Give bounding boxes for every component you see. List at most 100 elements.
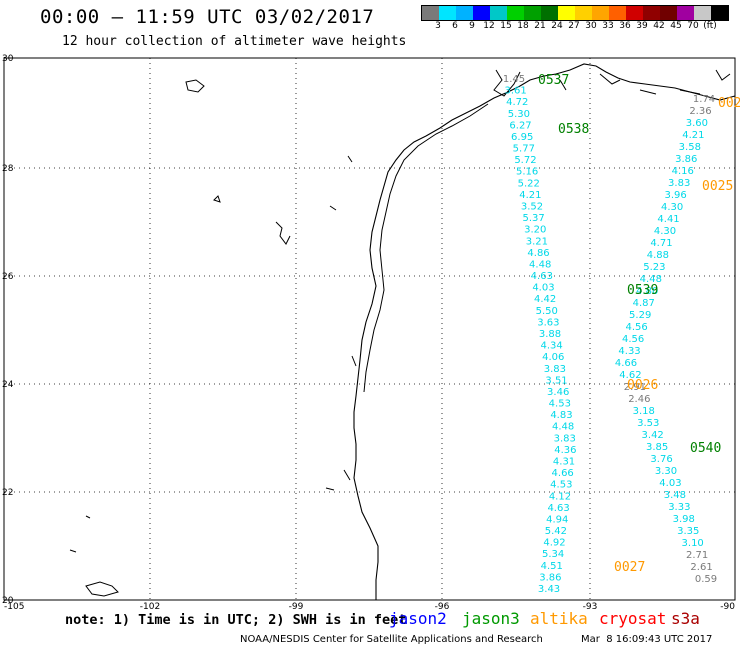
color-scale-label: (ft) (703, 21, 717, 31)
wave-height-value: 3.85 (646, 442, 668, 453)
wave-height-value: 3.35 (677, 526, 699, 537)
wave-height-value: 3.21 (526, 236, 548, 247)
color-swatch (677, 6, 694, 20)
wave-height-value: 3.18 (633, 406, 655, 417)
wave-height-value: 4.83 (550, 410, 572, 421)
map-subtitle: 12 hour collection of altimeter wave hei… (62, 34, 407, 49)
wave-height-value: 5.23 (643, 262, 665, 273)
longitude-label: -99 (289, 602, 304, 612)
wave-height-value: 4.71 (650, 238, 672, 249)
wave-height-value: 4.30 (661, 202, 683, 213)
color-scale-label: 21 (534, 21, 546, 31)
legend-cryosat: cryosat (599, 609, 667, 628)
coastline (353, 63, 736, 600)
wave-height-value: 6.95 (511, 132, 533, 143)
wave-height-value: 3.83 (668, 178, 690, 189)
color-scale-label: 39 (636, 21, 648, 31)
inland-lakes (185, 79, 357, 491)
wave-height-value: 2.71 (686, 550, 708, 561)
legend-altika: altika (530, 609, 588, 628)
wave-height-value: 2.61 (690, 562, 712, 573)
color-swatch (626, 6, 643, 20)
longitude-label: -96 (435, 602, 450, 612)
wave-height-value: 3.33 (668, 502, 690, 513)
color-swatch (524, 6, 541, 20)
pass-label: 0027 (614, 560, 645, 575)
satellite-tracks: 1.453.614.725.306.276.955.775.725.165.22… (503, 74, 717, 595)
footer-note: note: 1) Time is in UTC; 2) SWH is in fe… (65, 612, 407, 628)
credit-text: NOAA/NESDIS Center for Satellite Applica… (240, 634, 543, 645)
wave-height-value: 0.59 (695, 574, 717, 585)
color-scale-label: 45 (670, 21, 682, 31)
latitude-label: 20 (2, 596, 14, 606)
wave-height-value: 3.43 (538, 584, 560, 595)
color-swatch (558, 6, 575, 20)
color-swatch (456, 6, 473, 20)
map-frame (3, 57, 736, 601)
wave-height-value: 4.87 (633, 298, 655, 309)
wave-height-value: 3.86 (539, 572, 561, 583)
color-scale-labels: 3 6 9 12 15 18 21 24 27 30 33 36 39 42 45 70 (ft) (421, 21, 727, 35)
wave-height-value: 4.34 (541, 341, 563, 352)
wave-height-value: 4.03 (659, 478, 681, 489)
color-swatch (473, 6, 490, 20)
color-scale-label: 6 (452, 21, 458, 31)
wave-height-value: 3.83 (554, 433, 576, 444)
wave-height-value: 3.96 (665, 190, 687, 201)
wave-height-value: 5.30 (508, 109, 530, 120)
legend-jason2: jason2 (389, 609, 447, 628)
wave-height-value: 3.76 (650, 454, 672, 465)
wave-height-value: 4.42 (534, 294, 556, 305)
wave-height-value: 4.92 (543, 538, 565, 549)
latitude-label: 30 (2, 54, 14, 64)
wave-height-value: 4.80 (636, 286, 658, 297)
bay-outline (493, 69, 731, 97)
wave-height-value: 5.37 (523, 213, 545, 224)
color-swatch (422, 6, 439, 20)
wave-height-value: 4.12 (549, 491, 571, 502)
latitude-label: 22 (2, 488, 13, 498)
wave-height-value: 3.51 (545, 375, 567, 386)
color-swatch (541, 6, 558, 20)
wave-height-value: 5.29 (629, 310, 651, 321)
wave-height-value: 3.58 (679, 142, 701, 153)
wave-height-color-scale (421, 5, 729, 21)
wave-height-value: 4.21 (682, 130, 704, 141)
wave-height-value: 5.16 (516, 167, 538, 178)
wave-height-value: 2.91 (624, 382, 646, 393)
wave-height-value: 4.63 (547, 503, 569, 514)
wave-height-value: 4.51 (541, 561, 563, 572)
wave-height-value: 3.61 (505, 86, 527, 97)
color-scale-label: 3 (435, 21, 441, 31)
wave-height-value: 4.48 (552, 422, 574, 433)
wave-height-value: 4.48 (640, 274, 662, 285)
pass-label: 0539 (627, 283, 658, 298)
wave-height-value: 5.42 (545, 526, 567, 537)
legend-s3a: s3a (671, 609, 700, 628)
wave-height-value: 5.34 (542, 549, 564, 560)
wave-height-value: 3.20 (524, 225, 546, 236)
wave-height-value: 2.36 (689, 106, 711, 117)
credit-timestamp: Mar 8 16:09:43 UTC 2017 (581, 634, 713, 645)
color-swatch (694, 6, 711, 20)
color-scale-label: 18 (517, 21, 529, 31)
pass-labels: 0537 0538 0539 0540 0025 0026 0027 002 (538, 73, 740, 575)
legend-jason3: jason3 (462, 609, 520, 628)
wave-height-value: 5.72 (514, 155, 536, 166)
color-swatch (439, 6, 456, 20)
wave-height-value: 4.88 (647, 250, 669, 261)
latitude-label: 26 (2, 272, 14, 282)
latitude-label: 28 (2, 164, 14, 174)
color-scale-label: 36 (619, 21, 631, 31)
wave-height-value: 4.41 (657, 214, 679, 225)
wave-height-value: 4.66 (615, 358, 637, 369)
color-scale-label: 33 (602, 21, 614, 31)
wave-height-value: 4.03 (532, 283, 554, 294)
wave-height-value: 3.10 (682, 538, 704, 549)
wave-height-value: 5.77 (513, 144, 535, 155)
wave-height-value: 4.33 (618, 346, 640, 357)
color-swatch (490, 6, 507, 20)
wave-height-value: 4.56 (622, 334, 644, 345)
color-scale-label: 70 (687, 21, 699, 31)
pass-label: 0540 (690, 441, 721, 456)
